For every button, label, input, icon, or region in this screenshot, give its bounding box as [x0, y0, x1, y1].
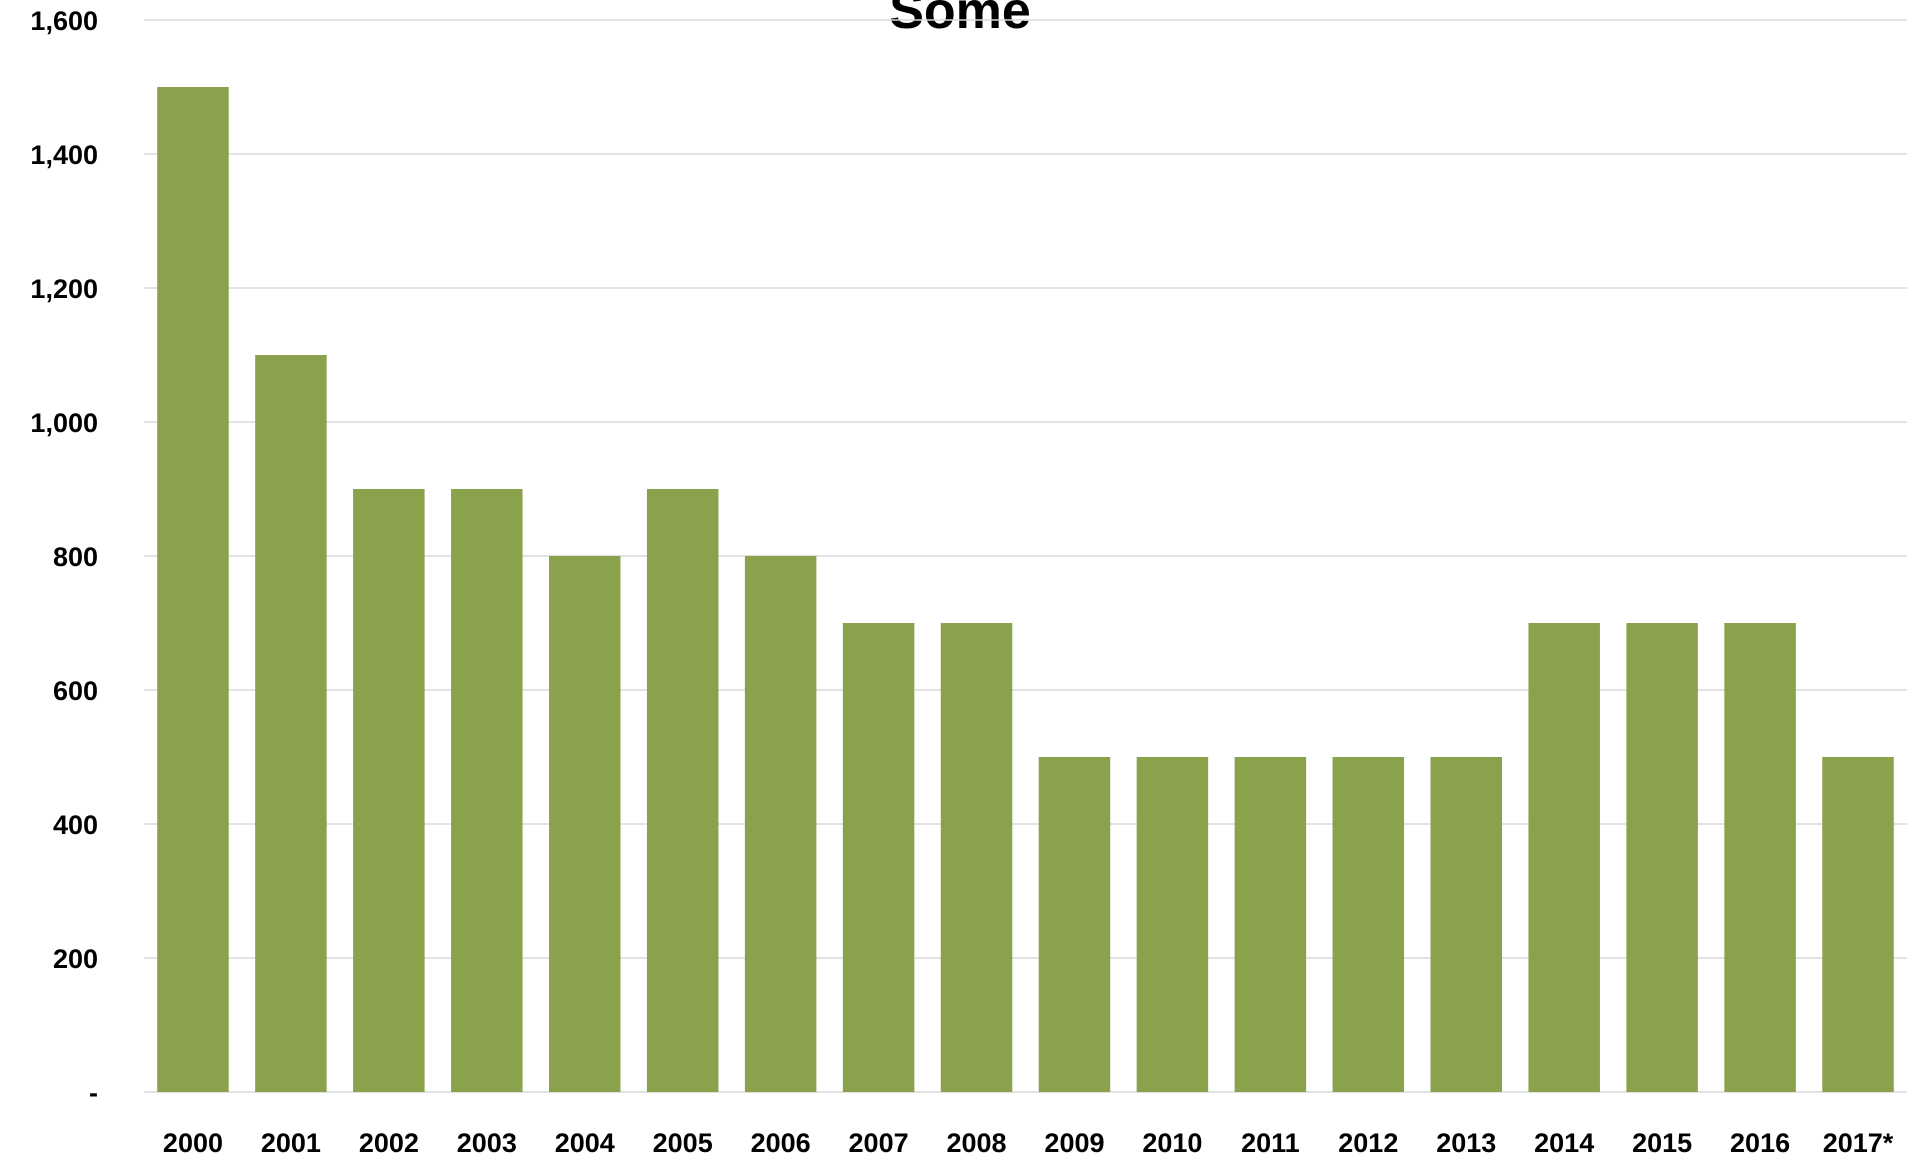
x-axis-tick-labels: 2000 2001 2002 2003 2004 2005 2006 2007 2008 2009… [163, 1128, 1894, 1158]
x-tick-label: 2003 [457, 1128, 517, 1158]
bar-2016 [1724, 623, 1796, 1092]
bars [157, 87, 1894, 1092]
bar-2014 [1528, 623, 1600, 1092]
y-tick-label: 1,200 [30, 274, 98, 304]
gridlines [144, 19, 1907, 1093]
bar-2004 [549, 556, 621, 1092]
x-tick-label: 2011 [1241, 1128, 1300, 1158]
x-tick-label: 2008 [946, 1128, 1006, 1158]
x-tick-label: 2014 [1534, 1128, 1594, 1158]
bar-2007 [842, 623, 915, 1092]
y-tick-label: 600 [53, 676, 98, 706]
y-tick-label: 1,000 [30, 408, 98, 438]
bar-2002 [353, 489, 425, 1092]
x-tick-label: 2000 [163, 1128, 223, 1158]
x-tick-label: 2004 [555, 1128, 615, 1158]
bar-2006 [744, 556, 817, 1092]
y-tick-label: 1,400 [30, 140, 98, 170]
bar-2005 [646, 489, 719, 1092]
y-tick-label: 1,600 [30, 6, 98, 36]
y-tick-label: 800 [53, 542, 98, 572]
y-tick-label: - [89, 1078, 98, 1108]
bar-2017 [1822, 757, 1894, 1092]
x-tick-label: 2015 [1632, 1128, 1692, 1158]
x-tick-label: 2002 [359, 1128, 419, 1158]
y-axis-tick-labels: - 200 400 600 800 1,000 1,200 1,400 1,600 [30, 6, 98, 1108]
bar-2003 [451, 489, 523, 1092]
bar-2000 [157, 87, 229, 1092]
y-tick-label: 200 [53, 944, 98, 974]
bar-2001 [255, 355, 327, 1092]
bar-2010 [1136, 757, 1209, 1092]
y-tick-label: 400 [53, 810, 98, 840]
bar-2012 [1332, 757, 1405, 1092]
x-tick-label: 2007 [849, 1128, 909, 1158]
x-tick-label: 2017* [1823, 1128, 1894, 1158]
bar-2008 [940, 623, 1013, 1092]
bar-2013 [1430, 757, 1502, 1092]
bar-2009 [1038, 757, 1111, 1092]
x-tick-label: 2005 [653, 1128, 713, 1158]
x-tick-label: 2016 [1730, 1128, 1790, 1158]
x-tick-label: 2012 [1338, 1128, 1398, 1158]
x-tick-label: 2001 [261, 1128, 321, 1158]
x-tick-label: 2006 [751, 1128, 811, 1158]
bar-2015 [1626, 623, 1698, 1092]
x-tick-label: 2013 [1436, 1128, 1496, 1158]
x-tick-label: 2010 [1142, 1128, 1202, 1158]
x-tick-label: 2009 [1044, 1128, 1104, 1158]
bar-2011 [1234, 757, 1307, 1092]
